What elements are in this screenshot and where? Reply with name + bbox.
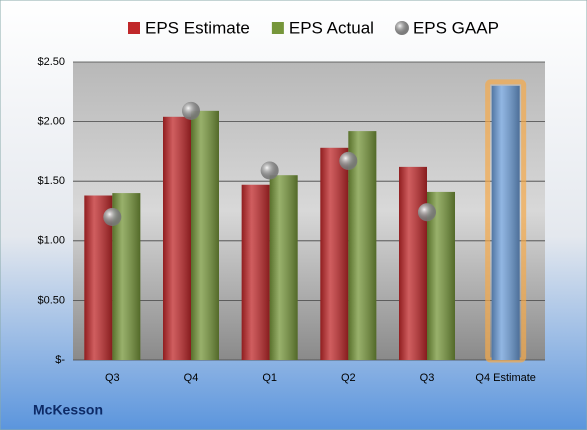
plot-area: [73, 62, 545, 360]
x-tick-label: Q3: [105, 372, 120, 384]
gaap-marker-shine: [103, 207, 122, 226]
y-tick-label: $1.50: [37, 175, 65, 187]
bar-shine: [491, 85, 520, 360]
bar-shine: [191, 110, 219, 360]
x-tick-label: Q2: [341, 372, 356, 384]
x-tick-label: Q4 Estimate: [475, 372, 536, 384]
chart-title: McKesson: [33, 402, 103, 418]
legend-swatch: [128, 22, 140, 34]
bar-shine: [399, 166, 427, 360]
bar-shine: [348, 131, 377, 360]
y-tick-label: $0.50: [37, 294, 65, 306]
bar-shine: [241, 184, 270, 360]
bar-shine: [320, 147, 349, 360]
legend-label: EPS Actual: [289, 18, 374, 37]
bar-shine: [427, 191, 455, 360]
gaap-marker-shine: [339, 151, 358, 170]
legend-swatch-shine: [394, 21, 409, 35]
x-tick-label: Q4: [184, 372, 199, 384]
x-tick-label: Q3: [420, 372, 435, 384]
bar-shine: [163, 116, 191, 360]
y-tick-label: $2.00: [37, 116, 65, 128]
y-tick-label: $-: [55, 354, 65, 366]
gaap-marker-shine: [260, 161, 279, 180]
bar-shine: [269, 175, 298, 360]
gaap-marker-shine: [182, 101, 200, 120]
y-tick-label: $1.00: [37, 235, 65, 247]
legend-label: EPS GAAP: [413, 18, 499, 37]
y-tick-label: $2.50: [37, 56, 65, 68]
x-tick-label: Q1: [262, 372, 277, 384]
legend-swatch: [271, 22, 284, 34]
gaap-marker-shine: [418, 203, 436, 222]
legend-label: EPS Estimate: [145, 18, 250, 37]
